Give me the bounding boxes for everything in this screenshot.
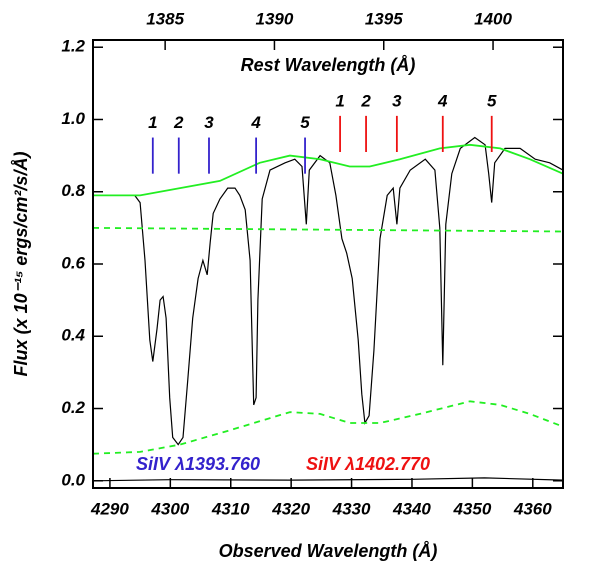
spectrum-line [93, 136, 563, 446]
y-tick-label: 0.4 [61, 326, 85, 345]
x-tick-label: 4360 [513, 499, 552, 518]
y-tick-label: 0.0 [61, 470, 85, 489]
marker-label: 3 [204, 113, 214, 132]
y-tick-label: 0.2 [61, 398, 85, 417]
marker-label: 1 [335, 91, 344, 110]
x2-tick-label: 1400 [474, 9, 512, 28]
x-tick-label: 4320 [271, 499, 310, 518]
x-tick-label: 4300 [150, 499, 189, 518]
annotation: SiIV λ1393.760 [136, 454, 260, 474]
spectrum-line [93, 227, 563, 233]
y-tick-label: 0.8 [61, 181, 85, 200]
spectrum-line [93, 477, 563, 482]
x2-tick-label: 1390 [256, 9, 294, 28]
x-tick-label: 4330 [332, 499, 371, 518]
marker-label: 5 [487, 91, 497, 110]
x2-tick-label: 1385 [146, 9, 184, 28]
marker-label: 5 [300, 113, 310, 132]
y-tick-label: 1.0 [61, 109, 85, 128]
marker-label: 2 [360, 91, 371, 110]
annotation: SiIV λ1402.770 [306, 454, 430, 474]
x-axis-title: Observed Wavelength (Å) [219, 541, 438, 561]
marker-label: 3 [392, 91, 402, 110]
marker-label: 4 [250, 113, 261, 132]
x-tick-label: 4350 [452, 499, 491, 518]
spectrum-line [93, 400, 563, 455]
x-tick-label: 4340 [392, 499, 431, 518]
top-axis-title: Rest Wavelength (Å) [241, 55, 416, 75]
marker-label: 4 [437, 91, 448, 110]
x-tick-label: 4290 [90, 499, 129, 518]
x-tick-label: 4310 [211, 499, 250, 518]
marker-label: 2 [173, 113, 184, 132]
y-tick-label: 1.2 [61, 37, 85, 56]
marker-label: 1 [148, 113, 157, 132]
spectrum-line [93, 143, 563, 197]
y-tick-label: 0.6 [61, 253, 85, 272]
x2-tick-label: 1395 [365, 9, 403, 28]
y-axis-title: Flux (x 10⁻¹⁵ ergs/cm²/s/Å) [11, 152, 31, 377]
